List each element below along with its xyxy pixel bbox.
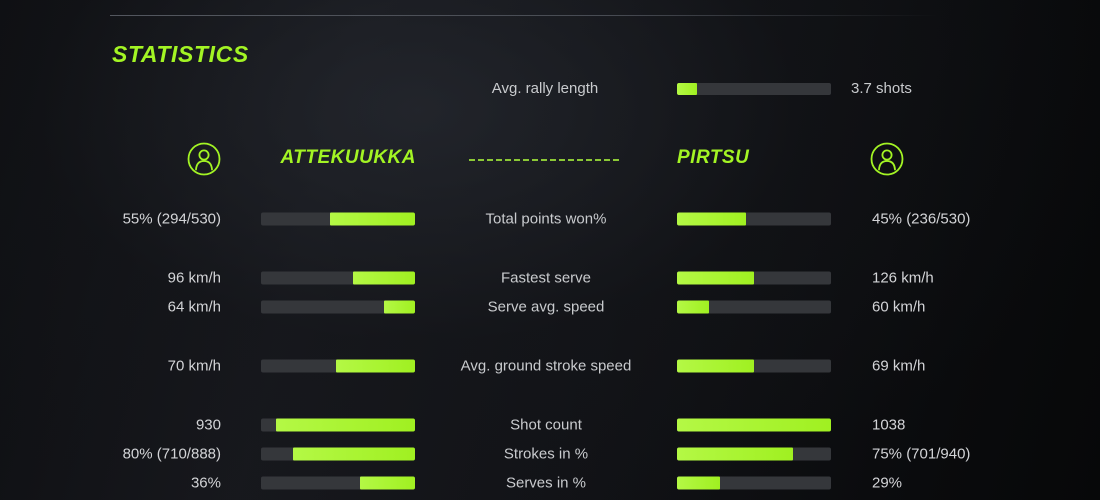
right-player-bar-fill — [677, 359, 754, 372]
right-player-bar-fill — [677, 447, 793, 460]
left-player-value: 96 km/h — [167, 269, 221, 286]
left-player-value: 80% (710/888) — [122, 445, 221, 462]
left-player-bar — [261, 300, 415, 313]
right-player-value: 69 km/h — [872, 357, 926, 374]
right-player-bar-fill — [677, 476, 721, 489]
stat-label: Avg. ground stroke speed — [460, 357, 632, 374]
avg-rally-length-label: Avg. rally length — [491, 80, 599, 97]
right-player-bar — [677, 271, 831, 284]
right-player-bar — [677, 447, 831, 460]
right-player-value: 75% (701/940) — [872, 445, 971, 462]
top-divider-line — [110, 15, 940, 16]
left-player-bar-fill — [276, 418, 415, 431]
left-player-bar — [261, 447, 415, 460]
stat-label: Serve avg. speed — [487, 298, 605, 315]
left-player-bar-fill — [353, 271, 415, 284]
stats-rows: 55% (294/530) Total points won% 45% (236… — [0, 204, 1100, 497]
stat-row-serves-in: 36% Serves in % 29% — [0, 468, 1100, 497]
left-player-value: 70 km/h — [167, 357, 221, 374]
player-right-name: PIRTSU — [677, 147, 750, 168]
left-player-bar — [261, 271, 415, 284]
avg-rally-length-bar-fill — [677, 83, 698, 95]
right-player-bar — [677, 359, 831, 372]
right-player-bar — [677, 300, 831, 313]
left-player-bar — [261, 476, 415, 489]
right-player-value: 1038 — [872, 416, 906, 433]
person-icon — [870, 142, 904, 176]
right-player-bar — [677, 418, 831, 431]
stat-row-total-points: 55% (294/530) Total points won% 45% (236… — [0, 204, 1100, 233]
right-player-bar-fill — [677, 271, 754, 284]
stat-label: Strokes in % — [503, 445, 589, 462]
avg-rally-length-value: 3.7 shots — [851, 80, 912, 97]
left-player-bar-fill — [330, 212, 415, 225]
right-player-bar-fill — [677, 418, 831, 431]
stat-row-shot-count: 930 Shot count 1038 — [0, 410, 1100, 439]
left-player-value: 36% — [190, 474, 221, 491]
right-player-bar-fill — [677, 300, 710, 313]
stat-row-serve-avg-speed: 64 km/h Serve avg. speed 60 km/h — [0, 292, 1100, 321]
page-title: STATISTICS — [112, 41, 249, 67]
right-player-value: 60 km/h — [872, 298, 926, 315]
left-player-bar — [261, 212, 415, 225]
left-player-bar-fill — [359, 476, 415, 489]
right-player-value: 126 km/h — [872, 269, 934, 286]
left-player-value: 55% (294/530) — [122, 210, 221, 227]
stat-row-ground-stroke-speed: 70 km/h Avg. ground stroke speed 69 km/h — [0, 351, 1100, 380]
player-left-name: ATTEKUUKKA — [280, 147, 416, 168]
right-player-value: 29% — [872, 474, 903, 491]
players-header: ATTEKUUKKA PIRTSU — [0, 142, 1100, 176]
person-icon — [187, 142, 221, 176]
left-player-bar — [261, 418, 415, 431]
stat-label: Serves in % — [505, 474, 587, 491]
right-player-bar — [677, 476, 831, 489]
right-player-bar-fill — [677, 212, 747, 225]
stat-label: Shot count — [510, 416, 582, 433]
left-player-bar-fill — [293, 447, 415, 460]
stat-row-strokes-in: 80% (710/888) Strokes in % 75% (701/940) — [0, 439, 1100, 468]
left-player-bar-fill — [336, 359, 415, 372]
stat-row-fastest-serve: 96 km/h Fastest serve 126 km/h — [0, 263, 1100, 292]
stat-label: Fastest serve — [500, 269, 592, 286]
left-player-bar-fill — [384, 300, 415, 313]
left-player-value: 64 km/h — [167, 298, 221, 315]
stat-label: Total points won% — [485, 210, 607, 227]
right-player-value: 45% (236/530) — [872, 210, 971, 227]
left-player-value: 930 — [195, 416, 221, 433]
right-player-bar — [677, 212, 831, 225]
avg-rally-length-bar — [677, 83, 831, 95]
players-dashed-divider — [469, 159, 622, 161]
left-player-bar — [261, 359, 415, 372]
